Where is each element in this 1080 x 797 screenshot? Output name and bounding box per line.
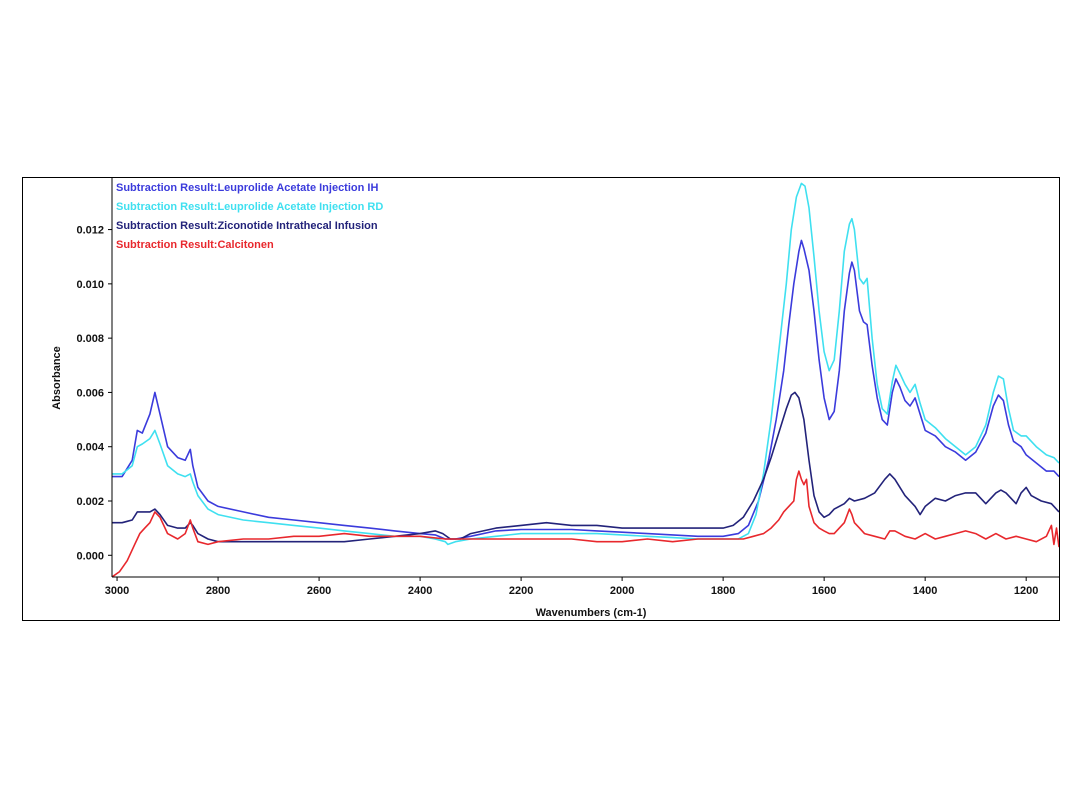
y-tick-label: 0.006 [76, 387, 104, 399]
series-line-4 [112, 470, 1059, 577]
y-tick-label: 0.002 [76, 496, 104, 508]
x-tick-label: 1600 [812, 585, 836, 597]
x-tick-label: 3000 [105, 585, 129, 597]
x-tick-label: 2200 [509, 585, 533, 597]
x-tick-label: 2400 [408, 585, 432, 597]
x-tick-label: 1400 [913, 585, 937, 597]
x-tick-label: 2600 [307, 585, 331, 597]
series-line-1 [112, 239, 1059, 540]
y-axis-title: Absorbance [51, 346, 63, 410]
axis-layer: 3000 2800 2600 2400 2200 2000 1800 1600 1400 1200… [76, 178, 1059, 597]
legend: Subtraction Result:Leuprolide Acetate In… [116, 182, 383, 251]
y-tick-label: 0.010 [76, 279, 104, 291]
legend-entry-1: Subtraction Result:Leuprolide Acetate In… [116, 182, 378, 194]
legend-entry-2: Subtraction Result:Leuprolide Acetate In… [116, 201, 383, 213]
x-axis-title: Wavenumbers (cm-1) [536, 607, 647, 619]
y-tick-label: 0.000 [76, 550, 104, 562]
chart-outer-frame [22, 177, 1060, 621]
x-tick-label: 2800 [206, 585, 230, 597]
y-tick-label: 0.012 [76, 225, 104, 237]
x-tick-label: 1200 [1014, 585, 1038, 597]
x-tick-label: 2000 [610, 585, 634, 597]
series-line-3 [112, 391, 1059, 543]
legend-entry-4: Subtraction Result:Calcitonen [116, 239, 274, 251]
legend-entry-3: Subtraction Result:Ziconotide Intratheca… [116, 220, 378, 232]
series-line-2 [112, 182, 1059, 546]
y-tick-label: 0.004 [76, 442, 104, 454]
y-tick-label: 0.008 [76, 333, 104, 345]
series-layer [112, 182, 1059, 577]
x-tick-label: 1800 [711, 585, 735, 597]
